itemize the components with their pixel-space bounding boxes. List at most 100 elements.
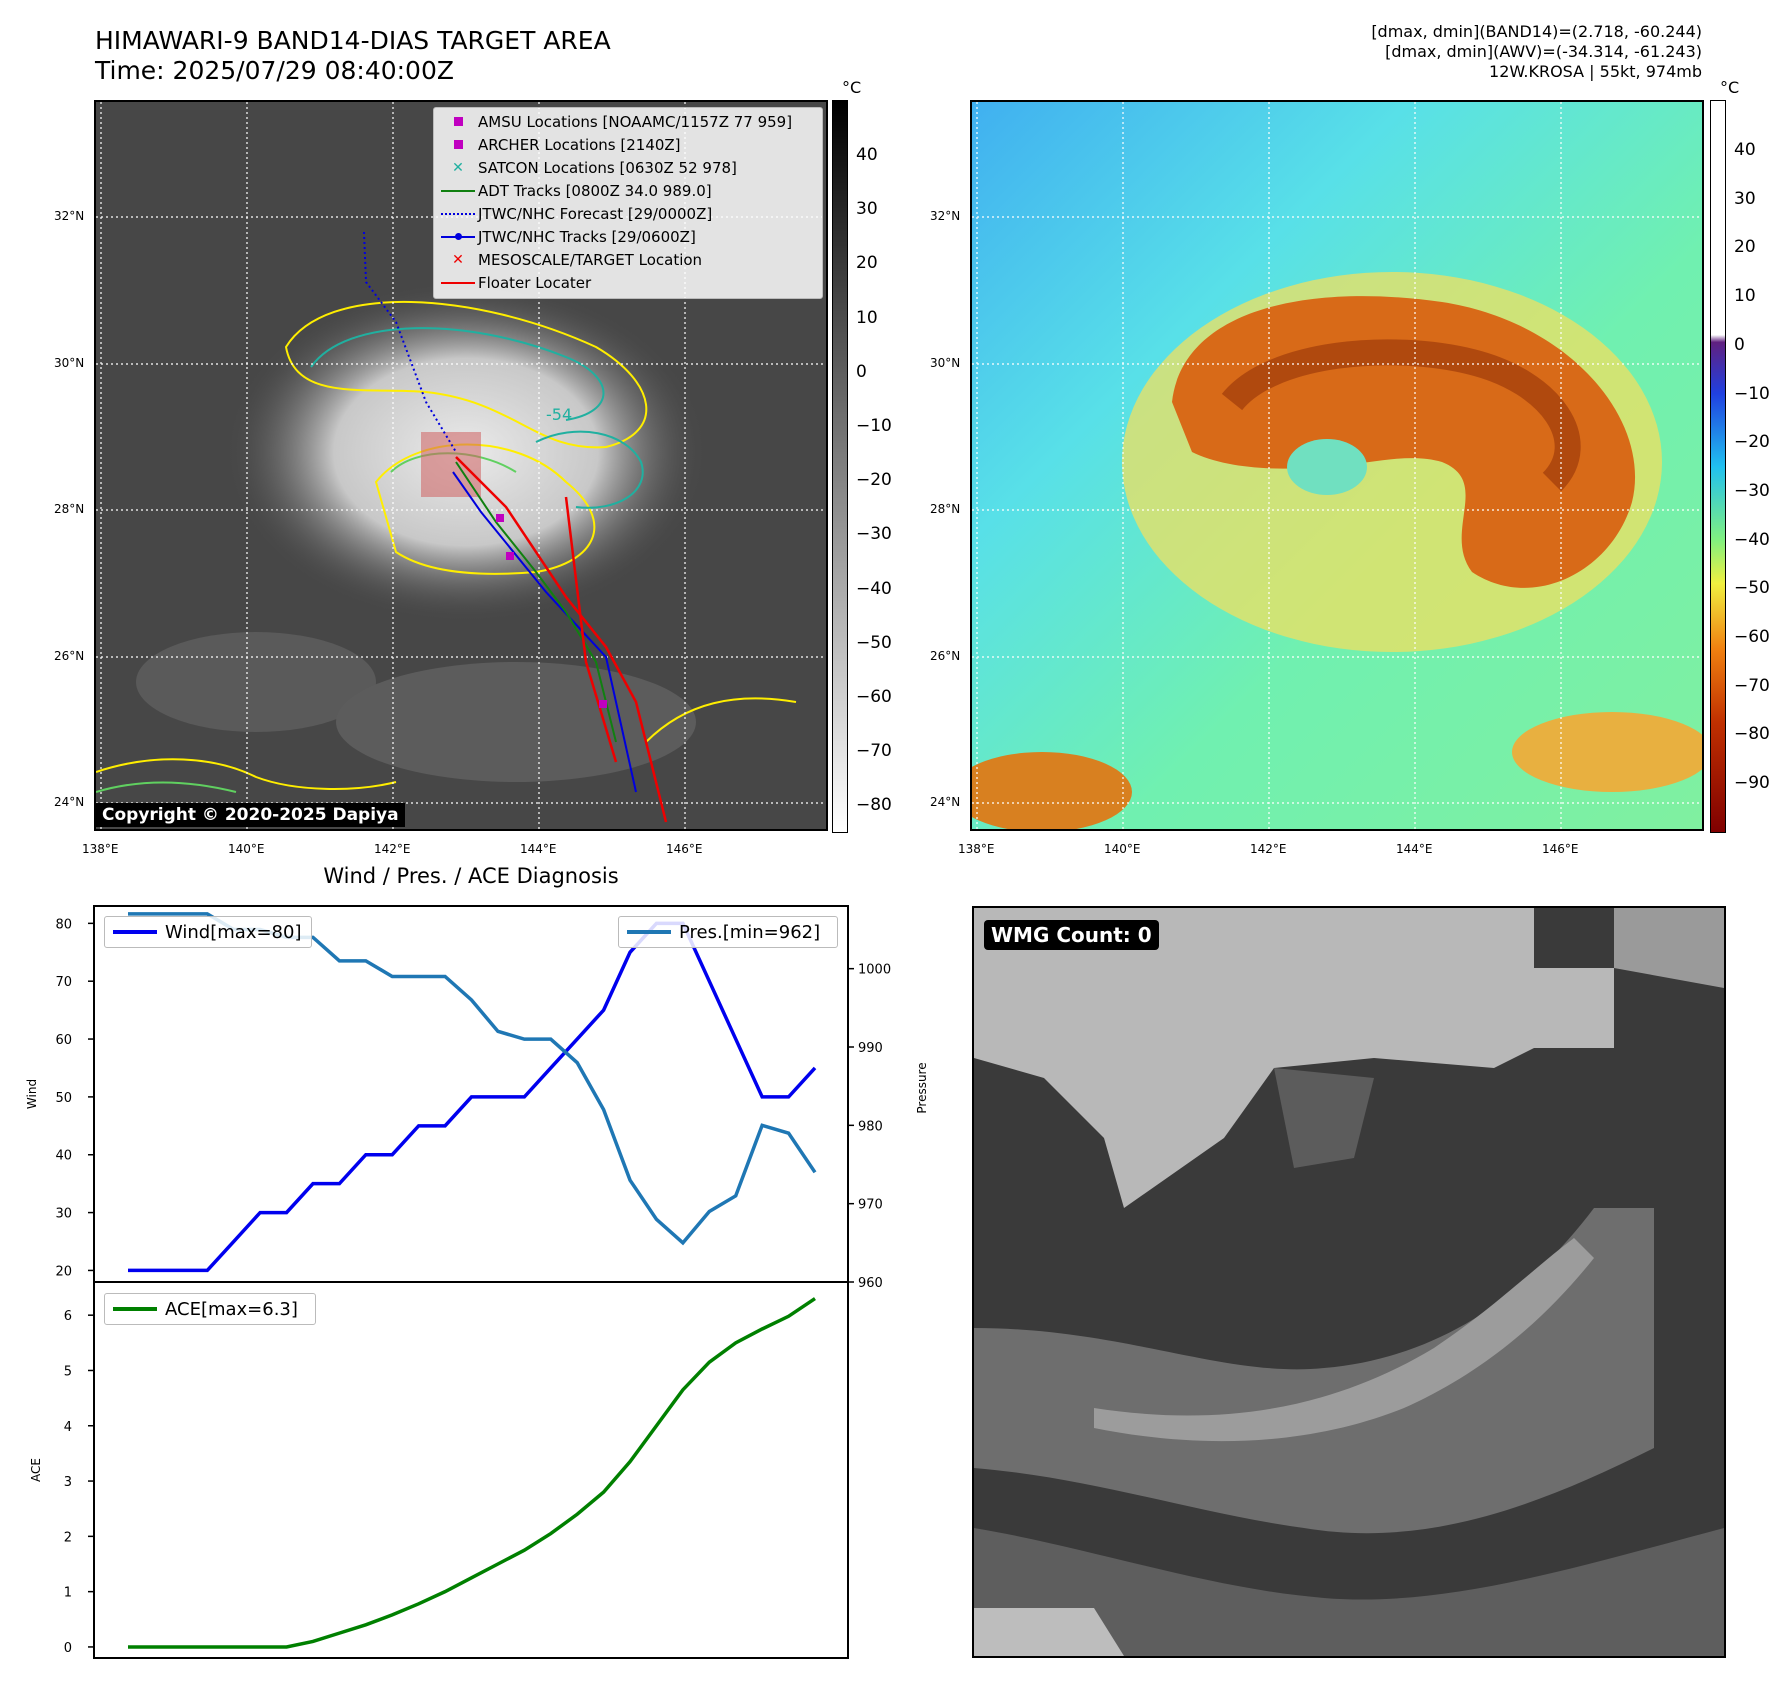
- colorbar-left-tick: −50: [856, 632, 892, 653]
- axis-tick-label: 1000: [858, 963, 891, 978]
- legend-label: JTWC/NHC Forecast [29/0000Z]: [478, 204, 713, 223]
- legend-item: AMSU Locations [NOAAMC/1157Z 77 959]: [438, 110, 822, 133]
- colorbar-right-tick: 10: [1734, 286, 1756, 307]
- lat-label-32: 32°N: [54, 209, 85, 223]
- ace-legend: ACE[max=6.3]: [104, 1293, 316, 1325]
- map-legend: AMSU Locations [NOAAMC/1157Z 77 959] ARCH…: [433, 107, 823, 299]
- colorbar-left-tick: −40: [856, 578, 892, 599]
- colorbar-right-tick: −40: [1734, 529, 1770, 550]
- colorbar-right-tick: −10: [1734, 383, 1770, 404]
- legend-item: ✕ SATCON Locations [0630Z 52 978]: [438, 156, 822, 179]
- axis-tick-label: 70: [55, 975, 72, 990]
- colorbar-right-tick: 0: [1734, 334, 1745, 355]
- axis-tick-label: 20: [55, 1264, 72, 1279]
- axis-tick-label: 2: [64, 1530, 72, 1545]
- stats-line-band14: [dmax, dmin](BAND14)=(2.718, -60.244): [1371, 22, 1702, 41]
- storm-info: 12W.KROSA | 55kt, 974mb: [1489, 62, 1702, 81]
- wind-legend-label: Wind[max=80]: [165, 921, 302, 943]
- adt-track: [455, 461, 617, 743]
- axis-tick-label: 970: [858, 1198, 883, 1213]
- axis-tick-label: 3: [64, 1475, 72, 1490]
- lon-label-142-right: 142°E: [1250, 842, 1287, 856]
- colorbar-left-unit: °C: [842, 78, 862, 97]
- axis-tick-label: 80: [55, 917, 72, 932]
- legend-item: JTWC/NHC Tracks [29/0600Z]: [438, 225, 822, 248]
- ace-axis-label: ACE: [29, 1458, 43, 1482]
- legend-label: ADT Tracks [0800Z 34.0 989.0]: [478, 181, 712, 200]
- wmg-count-badge: WMG Count: 0: [984, 920, 1159, 950]
- colorbar-left-tick: −20: [856, 470, 892, 491]
- colorbar-gray: [832, 100, 848, 833]
- contour-outer-north: [284, 300, 648, 449]
- ace-legend-label: ACE[max=6.3]: [165, 1298, 298, 1320]
- floater-track: [455, 456, 668, 823]
- wind-legend-swatch: [113, 930, 157, 934]
- svg-text:-54: -54: [546, 405, 572, 424]
- wind-axis-label: Wind: [25, 1079, 39, 1109]
- colorbar-right-unit: °C: [1720, 78, 1740, 97]
- lon-label-146: 146°E: [666, 842, 703, 856]
- awv-map-graphic: [972, 102, 1702, 829]
- colorbar-left-tick: −60: [856, 687, 892, 707]
- colorbar-left-tick: 10: [856, 307, 878, 328]
- axis-tick-label: 0: [64, 1641, 72, 1656]
- jtwc-forecast-track: [363, 231, 457, 453]
- lat-label-28: 28°N: [54, 502, 85, 516]
- lon-label-146-right: 146°E: [1542, 842, 1579, 856]
- pressure-series-line: [128, 912, 817, 1246]
- lon-label-144-right: 144°E: [1396, 842, 1433, 856]
- axis-tick-label: 60: [55, 1033, 72, 1048]
- colorbar-right-tick: −70: [1734, 675, 1770, 696]
- wind-series-line: [128, 921, 817, 1273]
- colorbar-right-tick: −90: [1734, 773, 1770, 794]
- axis-tick-label: 5: [64, 1364, 72, 1379]
- lat-label-26: 26°N: [54, 649, 85, 663]
- lon-label-142: 142°E: [374, 842, 411, 856]
- legend-label: SATCON Locations [0630Z 52 978]: [478, 158, 737, 177]
- wmg-bright-region: [974, 908, 1614, 1208]
- legend-label: AMSU Locations [NOAAMC/1157Z 77 959]: [478, 112, 793, 131]
- legend-symbol-icon: [438, 112, 478, 132]
- lon-label-140: 140°E: [228, 842, 265, 856]
- diagnosis-title: Wind / Pres. / ACE Diagnosis: [323, 864, 619, 888]
- lat-label-32-right: 32°N: [930, 209, 961, 223]
- axis-tick-label: 6: [64, 1309, 72, 1324]
- colorbar-left-tick: 20: [856, 253, 878, 274]
- lon-label-140-right: 140°E: [1104, 842, 1141, 856]
- pressure-legend: Pres.[min=962]: [618, 916, 838, 948]
- colorbar-right-tick: 20: [1734, 237, 1756, 258]
- colorbar-right-tick: 30: [1734, 188, 1756, 209]
- wmg-graphic: [974, 908, 1724, 1656]
- copyright-label: Copyright © 2020-2025 Dapiya: [96, 803, 405, 827]
- axis-tick-label: 980: [858, 1119, 883, 1134]
- lat-label-24: 24°N: [54, 795, 85, 809]
- colorbar-right-tick: 40: [1734, 140, 1756, 160]
- ace-legend-swatch: [113, 1307, 157, 1311]
- colorbar-left-tick: −70: [856, 741, 892, 762]
- lat-label-26-right: 26°N: [930, 649, 961, 663]
- ace-series-line: [128, 1297, 816, 1649]
- legend-symbol-icon: [438, 273, 478, 293]
- colorbar-right-tick: −60: [1734, 627, 1770, 647]
- legend-item: ADT Tracks [0800Z 34.0 989.0]: [438, 179, 822, 202]
- pressure-legend-swatch: [627, 930, 671, 934]
- colorbar-left-tick: −10: [856, 416, 892, 436]
- figure-title-line2: Time: 2025/07/29 08:40:00Z: [95, 56, 454, 85]
- legend-item: ARCHER Locations [2140Z]: [438, 133, 822, 156]
- lon-label-138: 138°E: [82, 842, 119, 856]
- colorbar-left-tick: −30: [856, 524, 892, 545]
- lat-label-28-right: 28°N: [930, 502, 961, 516]
- lat-label-30-right: 30°N: [930, 356, 961, 370]
- legend-symbol-icon: [438, 181, 478, 201]
- colorbar-left-tick: 0: [856, 361, 867, 382]
- legend-symbol-icon: [438, 135, 478, 155]
- legend-label: Floater Locater: [478, 273, 592, 292]
- colorbar-awv: [1710, 100, 1726, 833]
- legend-item: Floater Locater: [438, 271, 822, 294]
- colorbar-right-tick: −20: [1734, 432, 1770, 453]
- lat-label-30: 30°N: [54, 356, 85, 370]
- colorbar-right-tick: −30: [1734, 480, 1770, 501]
- wind-legend: Wind[max=80]: [104, 916, 312, 948]
- ir-map-panel: -54 AMSU Locations [NOAAMC/1157Z 77 959]…: [94, 100, 828, 831]
